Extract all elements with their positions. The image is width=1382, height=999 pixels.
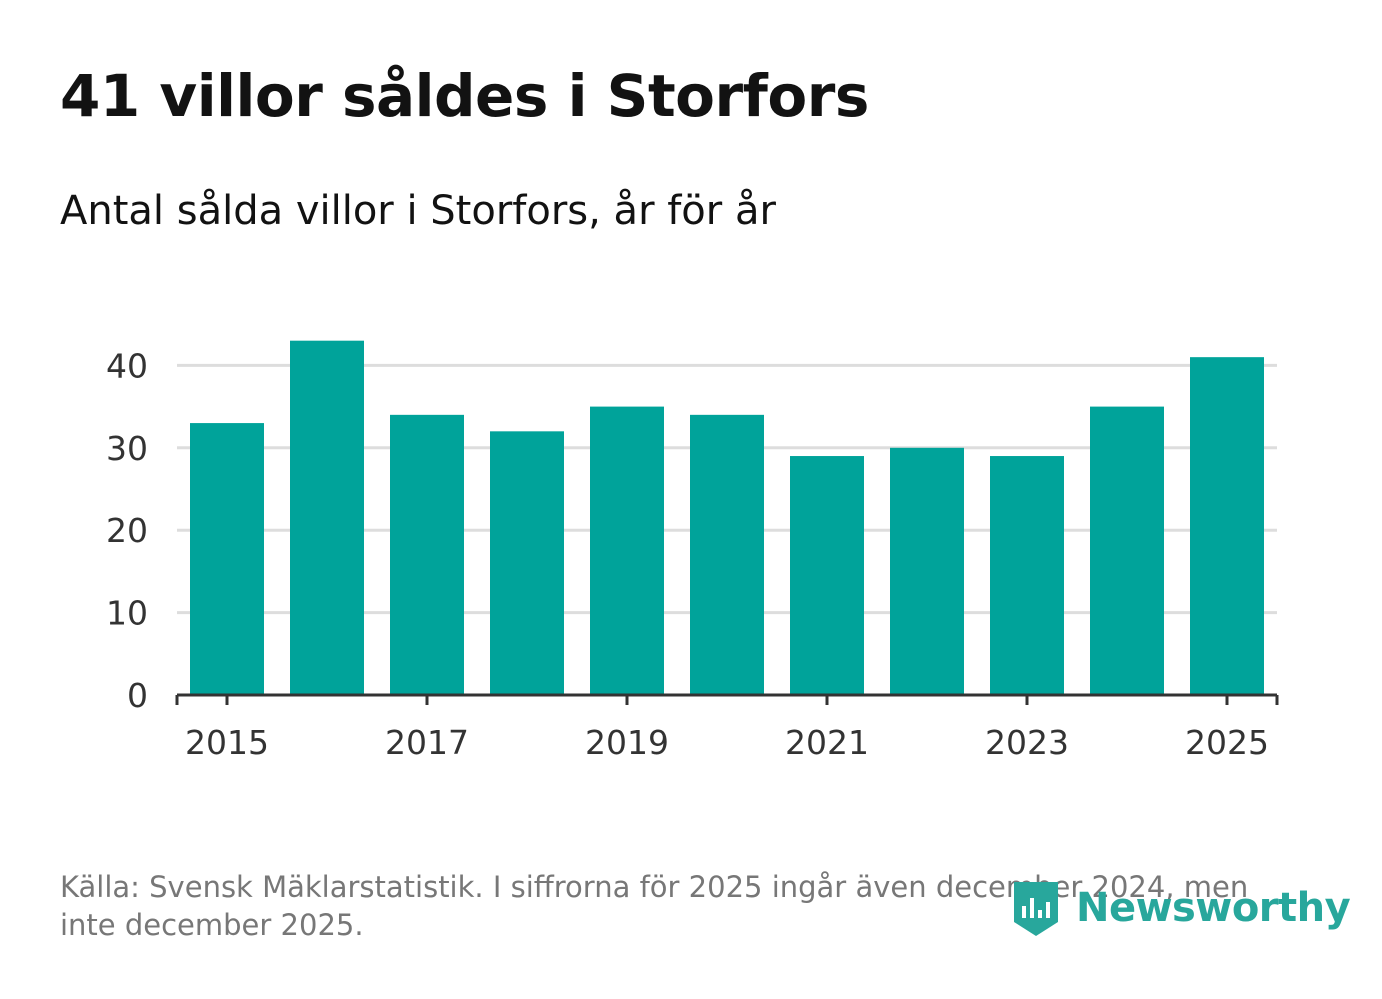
x-tick-label: 2017 [385,723,469,762]
x-tick-label: 2015 [185,723,269,762]
bar [390,414,464,695]
bar [690,414,764,695]
logo-text: Newsworthy [1076,885,1351,931]
y-tick-label: 20 [106,511,148,550]
bar [290,340,364,695]
newsworthy-logo-icon [1014,882,1058,936]
bar [890,447,964,695]
y-tick-label: 10 [106,594,148,633]
y-tick-label: 30 [106,429,148,468]
y-tick-label: 0 [127,676,148,715]
x-tick-label: 2023 [985,723,1069,762]
y-tick-label: 40 [106,346,148,385]
newsworthy-logo: Newsworthy [1010,878,1351,938]
x-tick-label: 2025 [1185,723,1269,762]
x-tick-label: 2021 [785,723,869,762]
bar [990,456,1064,695]
chart-subtitle: Antal sålda villor i Storfors, år för år [60,188,776,234]
bar [1190,357,1264,695]
chart-title: 41 villor såldes i Storfors [60,62,869,130]
bar [1090,406,1164,695]
bar [190,423,264,695]
bar [590,406,664,695]
bar [790,456,864,695]
x-tick-label: 2019 [585,723,669,762]
bar [490,431,564,695]
